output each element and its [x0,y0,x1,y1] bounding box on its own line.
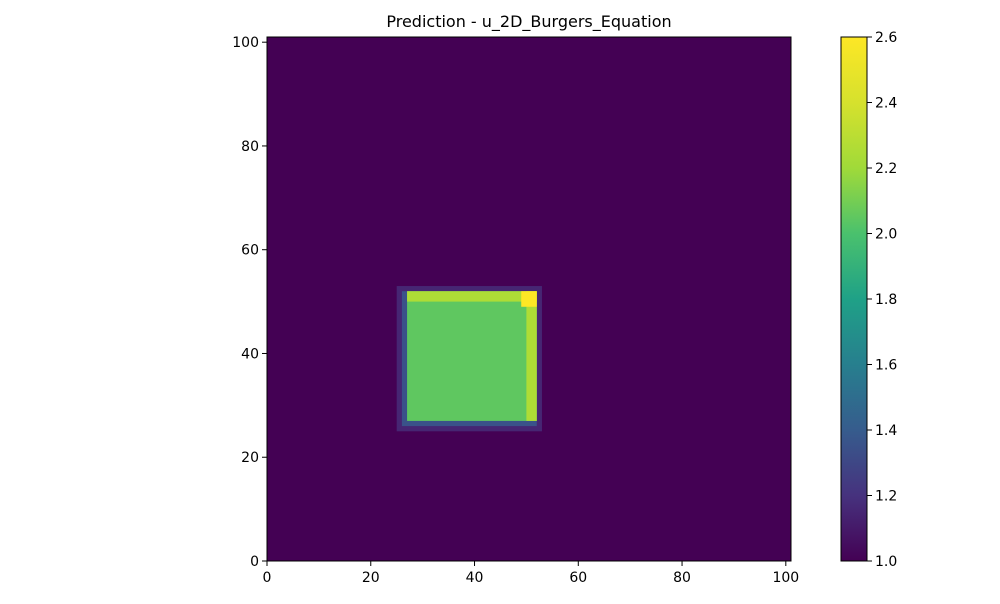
colorbar-tick-label: 1.6 [875,358,897,374]
heatmap-region-3 [407,291,537,302]
colorbar-tick-label: 1.2 [875,489,897,505]
colorbar [840,36,868,562]
x-tick-label: 80 [673,570,691,586]
y-tick-label: 20 [241,450,259,466]
colorbar-tick-label: 2.0 [875,227,897,243]
heatmap-region-4 [526,291,537,421]
colorbar-tick-label: 1.8 [875,292,897,308]
heatmap-regions [396,286,542,432]
colorbar-tick-label: 2.2 [875,161,897,177]
y-tick-label: 40 [241,346,259,362]
x-tick-label: 0 [263,570,272,586]
x-tick-label: 100 [772,570,799,586]
colorbar-tick-label: 1.4 [875,423,897,439]
y-tick-label: 0 [250,554,259,570]
heatmap-region-2 [407,291,537,421]
y-tick-label: 60 [241,243,259,259]
colorbar-axis: 1.0 1.2 1.4 1.6 1.8 2.0 2.2 2.4 2.6 [867,30,897,570]
heatmap-region-5 [521,291,537,307]
x-tick-label: 20 [362,570,380,586]
chart-title: Prediction - u_2D_Burgers_Equation [386,12,672,31]
colorbar-tick-label: 2.4 [875,96,897,112]
colorbar-tick-label: 1.0 [875,554,897,570]
plot-frame [266,36,792,562]
x-axis: 0 20 40 60 80 100 [263,561,799,586]
x-tick-label: 60 [569,570,587,586]
x-tick-label: 40 [466,570,484,586]
colorbar-tick-label: 2.6 [875,30,897,46]
y-axis: 0 20 40 60 80 100 [232,35,267,570]
y-tick-label: 80 [241,139,259,155]
y-tick-label: 100 [232,35,259,51]
